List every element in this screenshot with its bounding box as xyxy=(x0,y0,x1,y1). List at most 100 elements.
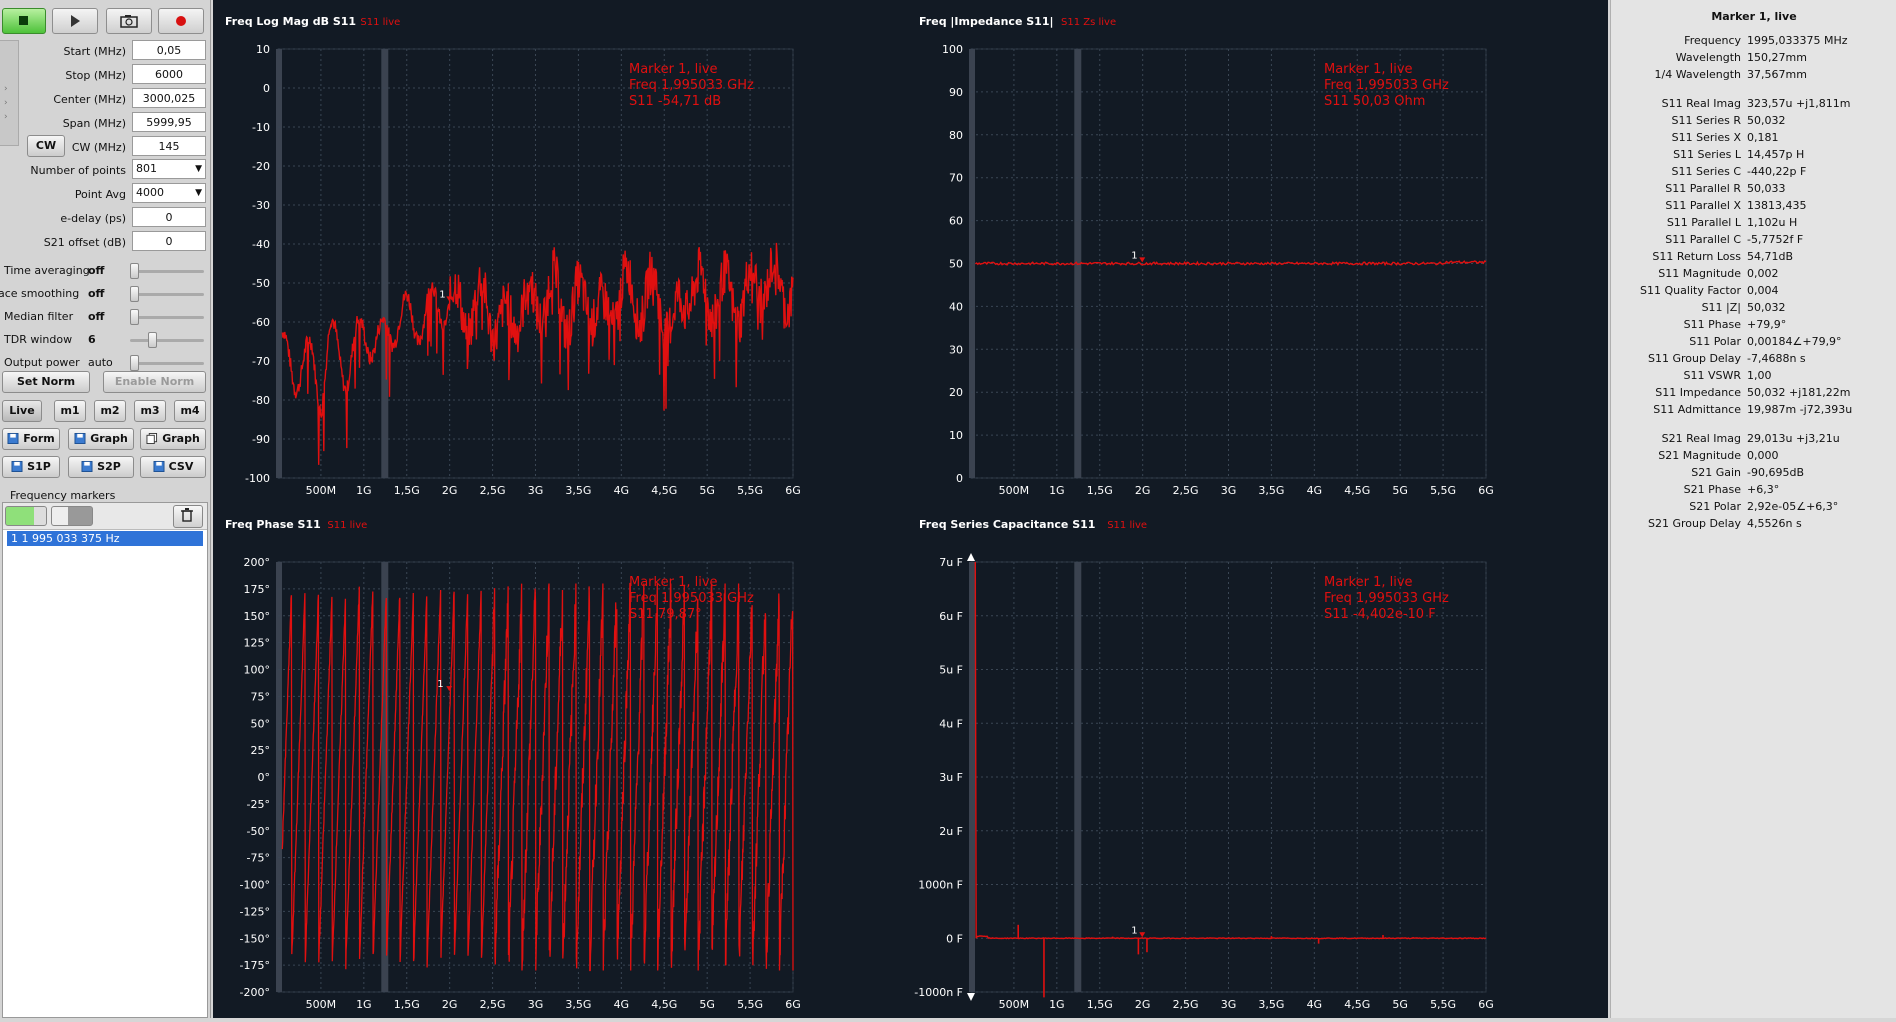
readout-value: 0,181 xyxy=(1747,131,1779,144)
slider-knob[interactable] xyxy=(130,286,139,302)
marker-1-indicator xyxy=(1139,932,1146,938)
x-tick-label: 5,5G xyxy=(1430,484,1456,497)
m3-button[interactable]: m3 xyxy=(134,400,166,422)
x-tick-label: 4,5G xyxy=(651,484,677,497)
s21-offset-input[interactable] xyxy=(132,231,206,251)
axis-arrow-up xyxy=(967,553,975,561)
copy-graph-button[interactable]: Graph xyxy=(140,428,206,450)
readout-value: 50,032 +j181,22m xyxy=(1747,386,1851,399)
slider[interactable] xyxy=(130,330,204,350)
trace-logmag xyxy=(281,242,794,465)
x-tick-label: 2,5G xyxy=(1173,484,1199,497)
y-tick-label: 175° xyxy=(244,583,271,596)
camera-icon[interactable] xyxy=(106,8,152,34)
save-s1p-button[interactable]: S1P xyxy=(2,456,60,478)
readout-row: S11 Parallel L 1,102u H xyxy=(1611,216,1896,233)
floppy-icon xyxy=(7,433,19,444)
readout-label: S11 Quality Factor xyxy=(1640,284,1741,297)
y-tick-label: 20 xyxy=(949,386,963,399)
x-tick-label: 5,5G xyxy=(1430,998,1456,1011)
readout-value: -7,4688n s xyxy=(1747,352,1806,365)
slider-value: off xyxy=(88,264,105,277)
slider[interactable] xyxy=(130,353,204,373)
marker-list-item[interactable]: 1 1 995 033 375 Hz xyxy=(7,531,203,546)
readout-title: Marker 1, live xyxy=(1711,10,1797,23)
readout-value: 150,27mm xyxy=(1747,51,1807,64)
start-input[interactable] xyxy=(132,40,206,60)
marker-readout-text: Marker 1, live xyxy=(1324,62,1413,77)
x-tick-label: 3,5G xyxy=(1258,998,1284,1011)
slider[interactable] xyxy=(130,261,204,281)
trash-icon[interactable] xyxy=(173,505,203,528)
cw-input[interactable] xyxy=(132,136,206,156)
x-tick-label: 2G xyxy=(442,998,458,1011)
span-input[interactable] xyxy=(132,112,206,132)
readout-label: S11 Return Loss xyxy=(1652,250,1741,263)
run-button[interactable] xyxy=(2,8,46,34)
x-tick-label: 3G xyxy=(528,998,544,1011)
points-select[interactable]: 801 ▼ xyxy=(132,159,206,179)
save-graph-button[interactable]: Graph xyxy=(68,428,134,450)
m4-button[interactable]: m4 xyxy=(174,400,206,422)
readout-label: S21 Real Imag xyxy=(1661,432,1741,445)
y-tick-label: 2u F xyxy=(939,825,963,838)
marker-1-indicator xyxy=(446,686,453,692)
edelay-input[interactable] xyxy=(132,207,206,227)
readout-row: S11 Quality Factor 0,004 xyxy=(1611,284,1896,301)
trace-capacitance xyxy=(974,561,1487,940)
x-tick-label: 5,5G xyxy=(737,998,763,1011)
avg-select[interactable]: 4000 ▼ xyxy=(132,183,206,203)
x-tick-label: 5,5G xyxy=(737,484,763,497)
readout-label: S11 Parallel X xyxy=(1665,199,1741,212)
s1p-label: S1P xyxy=(27,460,51,473)
slider-knob[interactable] xyxy=(130,263,139,279)
record-button[interactable] xyxy=(158,8,204,34)
collapse-handle[interactable]: › › › xyxy=(0,40,19,146)
x-tick-label: 1G xyxy=(1049,484,1065,497)
slider-knob[interactable] xyxy=(148,332,158,348)
slider-knob[interactable] xyxy=(130,309,139,325)
readout-value: 50,032 xyxy=(1747,301,1786,314)
cw-button[interactable]: CW xyxy=(27,135,65,157)
marker-1-label: 1 xyxy=(1131,250,1137,261)
svg-text:›: › xyxy=(4,84,8,94)
x-tick-label: 500M xyxy=(306,484,337,497)
plot-area: Freq Log Mag dB S11 S11 live 500M 1G 1,5G 2G 2… xyxy=(213,0,1608,1018)
readout-label: S11 |Z| xyxy=(1701,301,1741,314)
save-form-button[interactable]: Form xyxy=(2,428,60,450)
m2-button[interactable]: m2 xyxy=(94,400,126,422)
y-tick-label: 125° xyxy=(244,637,271,650)
slider[interactable] xyxy=(130,307,204,327)
readout-row: S11 Real Imag 323,57u +j1,811m xyxy=(1611,97,1896,114)
chart-title: Freq Log Mag dB S11 xyxy=(225,15,356,28)
slider[interactable] xyxy=(130,284,204,304)
stop-input[interactable] xyxy=(132,64,206,84)
trace-phase xyxy=(281,582,794,972)
m1-button[interactable]: m1 xyxy=(54,400,86,422)
marker-toggle-off[interactable] xyxy=(51,506,93,526)
single-sweep-button[interactable] xyxy=(52,8,98,34)
marker-toggle-on[interactable] xyxy=(5,506,47,526)
edelay-label: e-delay (ps) xyxy=(60,212,126,225)
save-s2p-button[interactable]: S2P xyxy=(68,456,134,478)
y-tick-label: -25° xyxy=(247,798,270,811)
center-input[interactable] xyxy=(132,88,206,108)
readout-label: S11 Phase xyxy=(1683,318,1741,331)
readout-label: S11 VSWR xyxy=(1683,369,1741,382)
readout-row: Frequency 1995,033375 MHz xyxy=(1611,34,1896,51)
live-button[interactable]: Live xyxy=(2,400,42,422)
y-tick-label: 0° xyxy=(258,771,271,784)
set-norm-button[interactable]: Set Norm xyxy=(2,371,90,393)
y-tick-label: 10 xyxy=(256,43,270,56)
y-tick-label: -1000n F xyxy=(914,986,963,999)
readout-row: S11 Polar 0,00184∠+79,9° xyxy=(1611,335,1896,352)
readout-row: S11 Parallel R 50,033 xyxy=(1611,182,1896,199)
start-label: Start (MHz) xyxy=(63,45,127,58)
slider-knob[interactable] xyxy=(130,355,139,371)
enable-norm-button[interactable]: Enable Norm xyxy=(103,371,206,393)
marker-readout-text: Marker 1, live xyxy=(629,62,718,77)
save-csv-button[interactable]: CSV xyxy=(140,456,206,478)
readout-row: S21 Group Delay 4,5526n s xyxy=(1611,517,1896,534)
readout-row: S11 Admittance 19,987m -j72,393u xyxy=(1611,403,1896,420)
floppy-icon xyxy=(153,461,165,472)
